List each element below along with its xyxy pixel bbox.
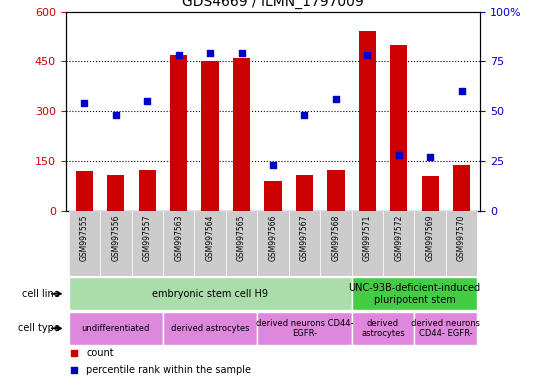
Point [457, 88, 466, 94]
Bar [257, 211, 289, 276]
Point [143, 98, 152, 104]
Text: derived astrocytes: derived astrocytes [171, 324, 250, 333]
Bar [296, 175, 313, 211]
Bar [163, 211, 194, 276]
Bar [320, 211, 352, 276]
Text: GSM997565: GSM997565 [237, 214, 246, 261]
Bar [194, 211, 226, 276]
Bar [69, 312, 163, 345]
Point [69, 367, 78, 373]
Bar [107, 175, 124, 211]
Text: GSM997563: GSM997563 [174, 214, 183, 261]
Bar [446, 211, 477, 276]
Text: GSM997572: GSM997572 [394, 214, 403, 261]
Text: GSM997568: GSM997568 [331, 214, 340, 261]
Bar [383, 211, 414, 276]
Point [69, 350, 78, 356]
Point [363, 52, 372, 58]
Bar [163, 312, 257, 345]
Text: cell type: cell type [18, 323, 60, 333]
Point [394, 152, 403, 158]
Text: derived neurons
CD44- EGFR-: derived neurons CD44- EGFR- [411, 319, 480, 338]
Bar [422, 176, 439, 211]
Bar [414, 211, 446, 276]
Bar [257, 312, 352, 345]
Text: GSM997570: GSM997570 [457, 214, 466, 261]
Bar [201, 61, 219, 211]
Text: GSM997566: GSM997566 [269, 214, 277, 261]
Point [237, 50, 246, 56]
Point [300, 112, 309, 118]
Bar [100, 211, 132, 276]
Point [426, 154, 435, 161]
Point [80, 100, 89, 106]
Text: GSM997569: GSM997569 [426, 214, 435, 261]
Text: GSM997556: GSM997556 [111, 214, 120, 261]
Text: derived
astrocytes: derived astrocytes [361, 319, 405, 338]
Bar [170, 55, 187, 211]
Text: undifferentiated: undifferentiated [82, 324, 150, 333]
Bar [390, 45, 407, 211]
Bar [327, 170, 345, 211]
Title: GDS4669 / ILMN_1797009: GDS4669 / ILMN_1797009 [182, 0, 364, 9]
Bar [352, 211, 383, 276]
Bar [69, 277, 352, 310]
Point [269, 162, 277, 168]
Bar [233, 58, 250, 211]
Text: GSM997557: GSM997557 [143, 214, 152, 261]
Bar [264, 181, 282, 211]
Bar [226, 211, 257, 276]
Bar [453, 165, 470, 211]
Bar [139, 170, 156, 211]
Text: GSM997571: GSM997571 [363, 214, 372, 261]
Point [111, 112, 120, 118]
Text: derived neurons CD44-
EGFR-: derived neurons CD44- EGFR- [256, 319, 353, 338]
Text: embryonic stem cell H9: embryonic stem cell H9 [152, 289, 268, 299]
Bar [414, 312, 477, 345]
Text: GSM997567: GSM997567 [300, 214, 309, 261]
Point [174, 52, 183, 58]
Bar [352, 277, 477, 310]
Text: GSM997555: GSM997555 [80, 214, 89, 261]
Text: UNC-93B-deficient-induced
pluripotent stem: UNC-93B-deficient-induced pluripotent st… [348, 283, 480, 305]
Bar [132, 211, 163, 276]
Bar [352, 312, 414, 345]
Point [206, 50, 215, 56]
Text: count: count [86, 348, 114, 358]
Bar [289, 211, 320, 276]
Bar [76, 171, 93, 211]
Text: cell line: cell line [22, 289, 60, 299]
Bar [359, 31, 376, 211]
Bar [69, 211, 100, 276]
Text: GSM997564: GSM997564 [206, 214, 215, 261]
Text: percentile rank within the sample: percentile rank within the sample [86, 365, 251, 375]
Point [331, 96, 340, 103]
